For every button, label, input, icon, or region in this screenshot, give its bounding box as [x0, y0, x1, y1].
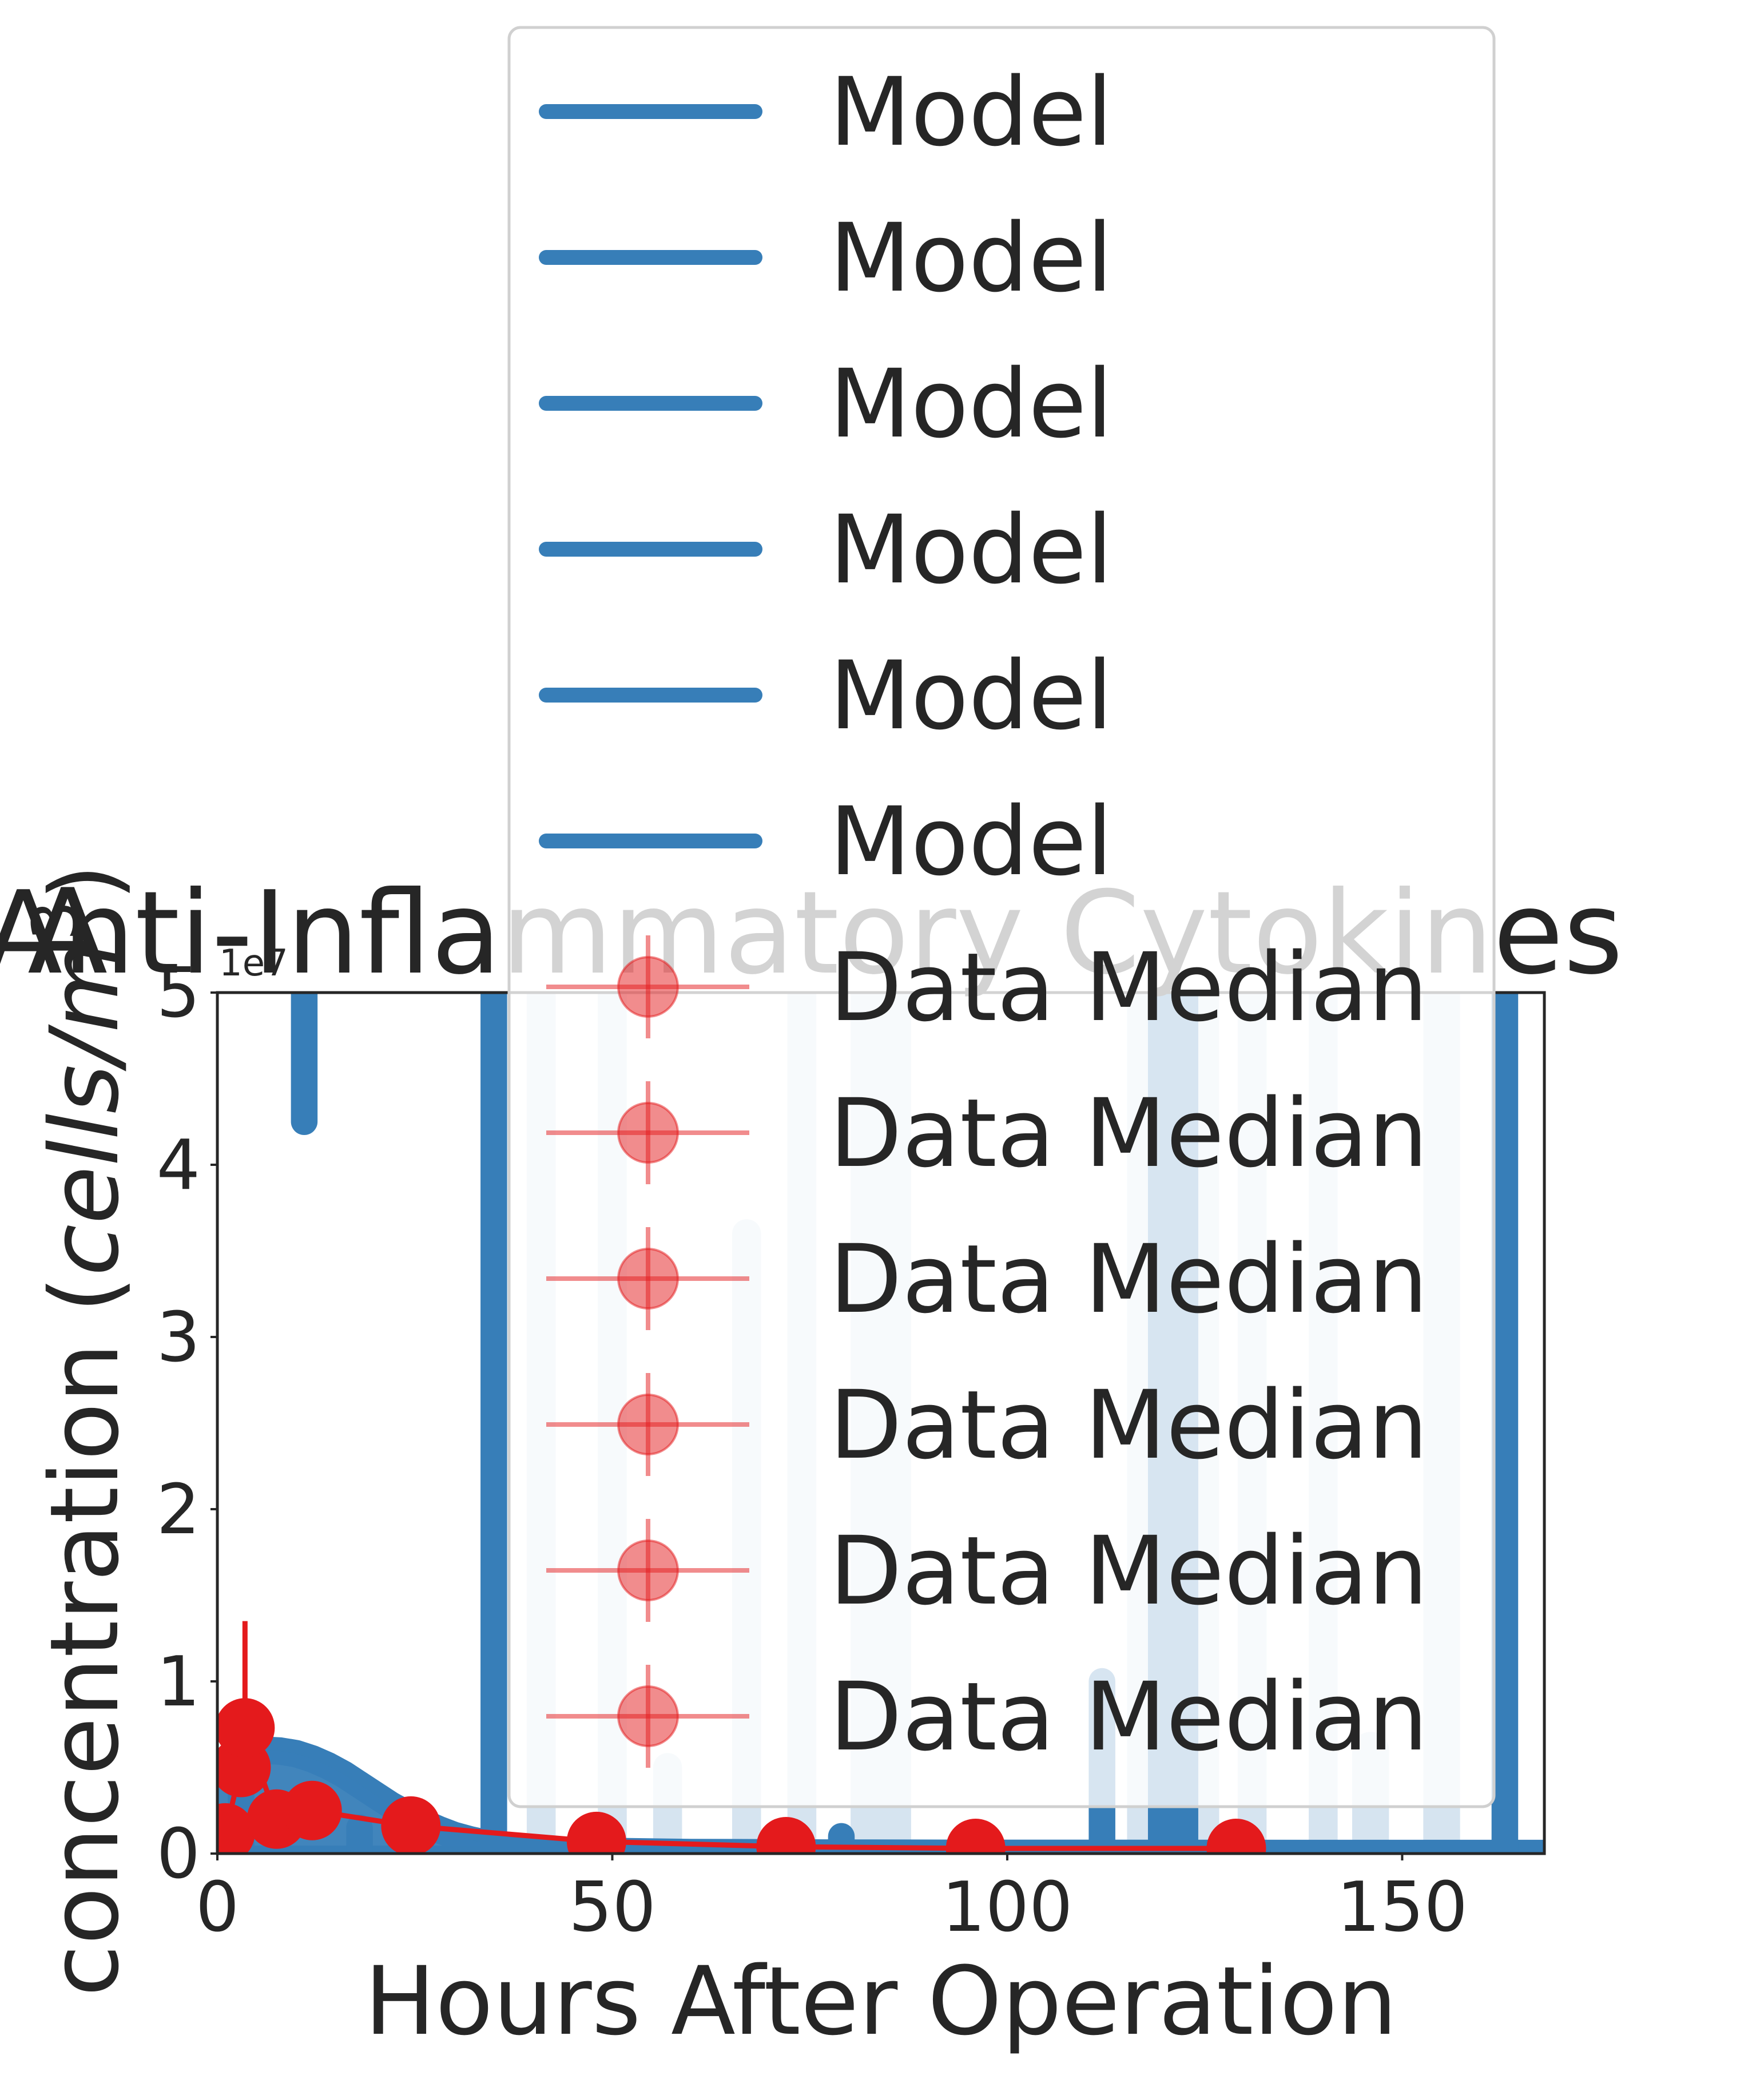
y-tick-label: 0: [157, 1815, 200, 1894]
legend-entry-label: Model: [829, 495, 1113, 605]
y-offset-label: 1e7: [219, 942, 288, 985]
data-median-point: [566, 1811, 626, 1854]
data-median-point: [282, 1780, 342, 1840]
legend-entry-label: Data Median: [829, 1516, 1428, 1626]
y-axis-label-exp: 3: [19, 900, 92, 941]
data-median-point: [381, 1796, 441, 1854]
legend: Model Model Model Model Model Model Data Media…: [507, 26, 1496, 1808]
x-tick-label: 100: [941, 1868, 1072, 1947]
data-median-point: [1206, 1818, 1266, 1854]
legend-entry-label: Data Median: [829, 1662, 1428, 1772]
x-tick-label: 150: [1337, 1868, 1468, 1947]
panel-letter: A: [27, 864, 108, 1001]
legend-entry-label: Model: [829, 787, 1113, 896]
y-tick-label: 4: [157, 1126, 200, 1205]
y-tick-label: 3: [157, 1298, 200, 1378]
legend-data-swatch-marker: [617, 1685, 679, 1747]
y-axis-label-text: concentration (: [30, 1276, 140, 1997]
legend-entry-label: Data Median: [829, 1370, 1428, 1480]
legend-data-swatch-marker: [617, 956, 679, 1018]
data-median-point: [945, 1818, 1006, 1854]
legend-entry-label: Data Median: [829, 1224, 1428, 1334]
data-median-point: [217, 1698, 275, 1758]
legend-data-swatch-marker: [617, 1394, 679, 1455]
legend-data-swatch-marker: [617, 1248, 679, 1310]
axes: 0 50 100 150 0 1 2 3 4 5: [157, 954, 1546, 1947]
legend-entry-label: Data Median: [829, 1078, 1428, 1188]
data-median-point: [756, 1816, 816, 1854]
data-median-point: [217, 1803, 255, 1854]
legend-entry-label: Model: [829, 57, 1113, 167]
legend-box: [507, 26, 1496, 1808]
x-tick-label: 50: [569, 1868, 656, 1947]
legend-data-swatch-marker: [617, 1539, 679, 1601]
legend-entry-label: Model: [829, 203, 1113, 313]
legend-data-swatch-marker: [617, 1102, 679, 1164]
y-axis-label-unit: cells/m: [30, 941, 140, 1276]
y-axis-label: concentration (cells/m3): [19, 864, 140, 1997]
y-tick-label: 5: [157, 954, 200, 1033]
x-axis-label: Hours After Operation: [364, 1946, 1397, 2056]
legend-entry-label: Data Median: [829, 933, 1428, 1042]
legend-entry-label: Model: [829, 641, 1113, 751]
y-axis-label-close: ): [30, 864, 140, 900]
y-tick-label: 2: [157, 1470, 200, 1550]
y-tick-label: 1: [157, 1642, 200, 1722]
legend-entry-label: Model: [829, 349, 1113, 459]
x-tick-label: 0: [196, 1868, 239, 1947]
